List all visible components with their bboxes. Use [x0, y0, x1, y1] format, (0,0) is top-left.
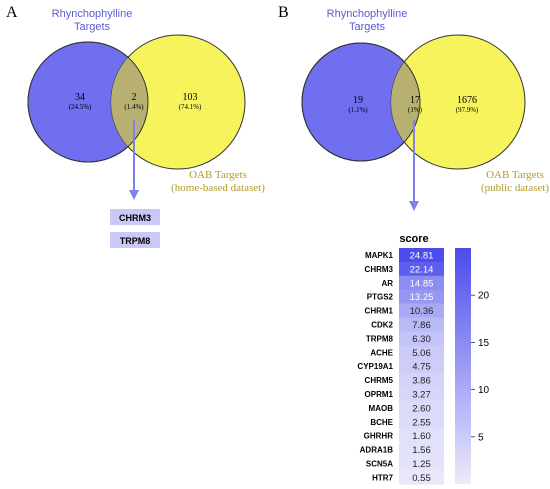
heatmap-cell [399, 470, 444, 485]
gene-box-2-label: TRPM8 [120, 236, 151, 246]
heatmap-row-label: OPRM1 [365, 390, 394, 399]
heatmap-cell [399, 414, 444, 429]
heatmap-cell-value: 3.27 [412, 389, 431, 400]
heatmap-row-label: SCN5A [366, 459, 393, 468]
colorbar-ticks: 20 15 10 5 [471, 291, 490, 443]
colorbar-tick-label: 5 [478, 432, 484, 443]
panel-a-right-title-1: OAB Targets [189, 169, 247, 181]
heatmap-cell-value: 10.36 [410, 306, 434, 317]
heatmap-cell [399, 442, 444, 457]
colorbar [455, 248, 471, 484]
heatmap-cell [399, 261, 444, 277]
panel-a-right-title-2: (home-based dataset) [171, 182, 265, 194]
venn-a-left-pct: (24.5%) [69, 103, 92, 111]
heatmap-row-label: ADRA1B [360, 446, 394, 455]
venn-a-left-count: 34 [75, 92, 85, 103]
heatmap-cell [399, 275, 444, 290]
heatmap-row-label: CDK2 [371, 320, 393, 329]
heatmap-cell [399, 400, 444, 416]
heatmap-cell-value: 3.86 [412, 376, 431, 387]
venn-b-right-pct: (97.9%) [456, 106, 479, 114]
colorbar-tick-label: 20 [478, 291, 490, 302]
panel-a-left-title-2: Targets [74, 21, 111, 33]
heatmap-row-label: HTR7 [372, 473, 393, 482]
heatmap-cell [399, 345, 444, 360]
heatmap-cell-value: 22.14 [410, 264, 434, 275]
heatmap-cell [399, 303, 444, 318]
heatmap-row-label: MAOB [369, 404, 394, 413]
heatmap: MAPK1 24.81 CHRM3 22.14 AR 14.85 PTGS2 13.25 CHR… [357, 248, 444, 485]
heatmap-cell [399, 331, 444, 346]
heatmap-row-label: CHRM5 [365, 376, 394, 385]
gene-box-1 [110, 209, 160, 225]
venn-a-right-count: 103 [183, 92, 198, 103]
venn-b-left-pct: (1.1%) [348, 106, 368, 114]
heatmap-row-label: BCHE [370, 418, 393, 427]
heatmap-cell [399, 289, 444, 304]
panel-b-left-title-1: Rhynchophylline [327, 8, 408, 20]
heatmap-cell-value: 13.25 [410, 292, 434, 303]
venn-b-left-outline [301, 42, 421, 162]
colorbar-tick-label: 10 [478, 385, 490, 396]
heatmap-cell-value: 24.81 [410, 250, 434, 261]
gene-box-2 [110, 232, 160, 248]
heatmap-cell-value: 0.55 [412, 473, 431, 484]
heatmap-row-label: AR [381, 279, 393, 288]
panel-a-letter: A [6, 4, 18, 21]
venn-a-right-pct: (74.1%) [179, 103, 202, 111]
heatmap-cell [399, 428, 444, 443]
heatmap-cell [399, 387, 444, 402]
heatmap-cell [399, 248, 444, 263]
heatmap-row-label: CHRM1 [365, 307, 394, 316]
heatmap-cell [399, 373, 444, 388]
heatmap-cell-value: 4.75 [412, 362, 431, 373]
venn-b-overlap-count: 17 [410, 95, 420, 106]
heatmap-cell-value: 1.60 [412, 431, 431, 442]
heatmap-cell-value: 6.30 [412, 334, 431, 345]
panel-b-left-title-2: Targets [349, 21, 386, 33]
heatmap-cell-value: 2.55 [412, 417, 431, 428]
colorbar-tick-label: 15 [478, 338, 490, 349]
heatmap-row-label: CYP19A1 [357, 362, 393, 371]
heatmap-row-label: MAPK1 [365, 251, 394, 260]
heatmap-cell-value: 5.06 [412, 348, 431, 359]
venn-a-overlap-count: 2 [132, 92, 137, 103]
venn-a-overlap-pct: (1.4%) [124, 103, 144, 111]
heatmap-row-label: ACHE [370, 348, 393, 357]
heatmap-cell-value: 1.56 [412, 445, 431, 456]
panel-b-right-title-2: (public dataset) [481, 182, 549, 194]
heatmap-cell [399, 359, 444, 374]
heatmap-row-label: TRPM8 [366, 334, 394, 343]
gene-box-1-label: CHRM3 [119, 213, 151, 223]
venn-b-left-count: 19 [353, 95, 363, 106]
heatmap-cell-value: 1.25 [412, 459, 431, 470]
panel-b-letter: B [278, 4, 289, 21]
heatmap-cell [399, 456, 444, 471]
heatmap-cell-value: 14.85 [410, 278, 434, 289]
heatmap-cell-value: 7.86 [412, 320, 431, 331]
heatmap-title: score [399, 233, 428, 245]
panel-a-left-title-1: Rhynchophylline [52, 8, 133, 20]
panel-b-right-title-1: OAB Targets [486, 169, 544, 181]
heatmap-row-label: GHRHR [364, 432, 394, 441]
venn-a-left-outline [27, 41, 149, 163]
heatmap-cell [399, 317, 444, 332]
venn-b-overlap-pct: (1%) [408, 106, 423, 114]
heatmap-cell-value: 2.60 [412, 403, 431, 414]
venn-b-right-count: 1676 [457, 95, 477, 106]
heatmap-row-label: PTGS2 [367, 293, 394, 302]
heatmap-row-label: CHRM3 [365, 265, 394, 274]
